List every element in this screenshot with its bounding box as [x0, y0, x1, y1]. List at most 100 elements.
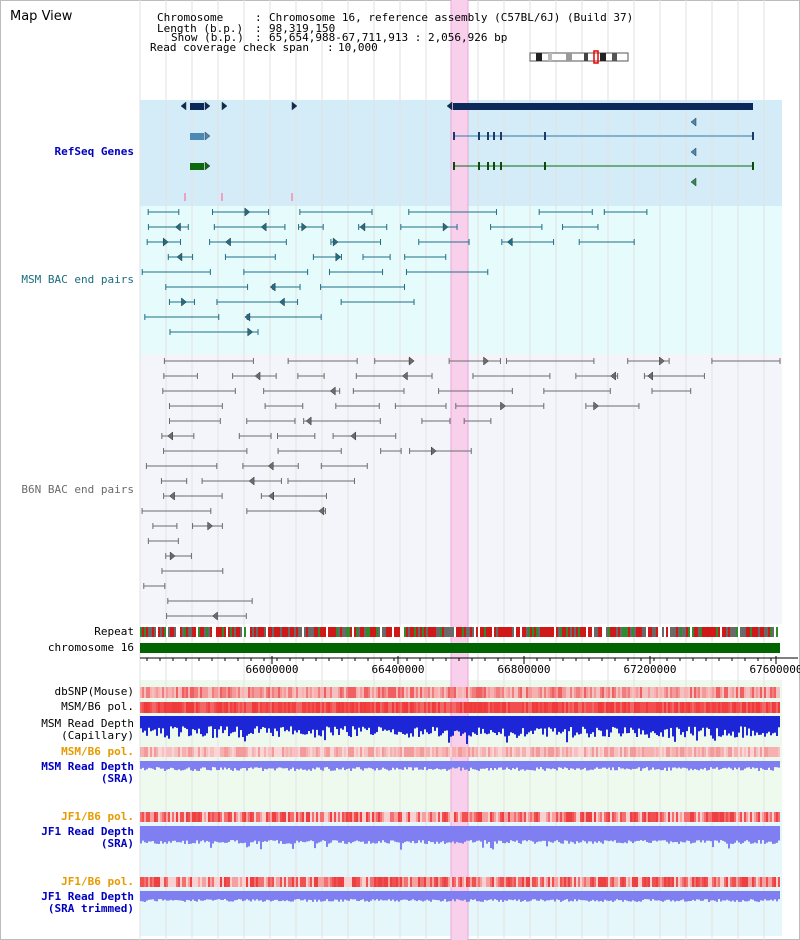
jf1-b6-pol2-heat [292, 877, 294, 887]
jf1-b6-pol-heat [250, 812, 252, 822]
msm-b6-pol2-heat [422, 747, 424, 757]
jf1-b6-pol2-heat [404, 877, 406, 887]
refseq-genes-label[interactable]: RefSeq Genes [54, 145, 134, 158]
jf1-sra-trimmed-depth-bar [466, 891, 468, 902]
jf1-sra-trimmed-depth-bar [646, 891, 648, 900]
dbsnp-heat [238, 687, 240, 698]
jf1-b6-pol2-heat [750, 877, 752, 887]
msm-capillary-depth-bar [442, 716, 444, 734]
dbsnp-heat [356, 687, 358, 698]
msm-b6-pol2-heat [766, 747, 768, 757]
msm-b6-pol2-heat [200, 747, 202, 757]
msm-b6-pol-heat [218, 702, 220, 713]
dbsnp-heat [598, 687, 600, 698]
msm-b6-pol-heat [632, 702, 634, 713]
msm-b6-pol2-heat [368, 747, 370, 757]
jf1-b6-pol-heat [664, 812, 666, 822]
jf1-b6-pol-heat [760, 812, 762, 822]
jf1-sra-trimmed-depth-bar [390, 891, 392, 901]
jf1-sra-depth-bar [458, 826, 460, 843]
msm-sra-depth-bar [404, 761, 406, 768]
jf1-b6-pol2-heat [438, 877, 440, 887]
repeat-segment [160, 627, 162, 637]
jf1-b6-pol2-heat [392, 877, 394, 887]
dbsnp-heat [174, 687, 176, 698]
jf1-sra-depth-bar [602, 826, 604, 844]
jf1-b6-pol-heat [460, 812, 462, 822]
jf1-sra-depth-bar [570, 826, 572, 842]
jf1-sra-trimmed-depth-bar [204, 891, 206, 901]
msm-b6-pol2-heat [380, 747, 382, 757]
jf1-b6-pol2-heat [562, 877, 564, 887]
msm-b6-pol-heat [540, 702, 542, 713]
msm-sra-depth-bar [386, 761, 388, 770]
msm-sra-depth-bar [280, 761, 282, 768]
jf1-b6-pol-heat [258, 812, 260, 822]
msm-b6-pol-heat [464, 702, 466, 713]
msm-b6-pol2-heat [464, 747, 466, 757]
repeat-segment [360, 627, 362, 637]
jf1-b6-pol2-heat [730, 877, 732, 887]
gene-arrow [446, 101, 453, 111]
msm-sra-depth-bar [416, 761, 418, 768]
msm-sra-depth-bar [678, 761, 680, 768]
msm-capillary-depth-bar [232, 716, 234, 733]
jf1-b6-pol-heat [652, 812, 654, 822]
msm-capillary-depth-bar [334, 716, 336, 727]
msm-b6-pol-heat [274, 702, 276, 713]
dbsnp-heat [636, 687, 638, 698]
jf1-b6-pol-heat [152, 812, 154, 822]
dbsnp-heat [176, 687, 178, 698]
dbsnp-heat [548, 687, 550, 698]
jf1-sra-depth-bar [334, 826, 336, 841]
repeat-segment [714, 627, 716, 637]
jf1-b6-pol-heat [172, 812, 174, 822]
repeat-segment [742, 627, 744, 637]
dbsnp-heat [322, 687, 324, 698]
msm-sra-depth-bar [192, 761, 194, 771]
msm-b6-pol2-heat [488, 747, 490, 757]
msm-bac-pair-arrow [175, 222, 181, 232]
repeat-segment [428, 627, 430, 637]
coverage-key: Read coverage check span [150, 41, 309, 54]
dbsnp-heat [218, 687, 220, 698]
msm-sra-depth-bar [648, 761, 650, 771]
jf1-sra-trimmed-depth-bar [528, 891, 530, 902]
msm-sra-depth-bar [366, 761, 368, 769]
msm-b6-pol-heat [648, 702, 650, 713]
msm-sra-depth-bar [700, 761, 702, 769]
jf1-b6-pol2-heat [478, 877, 480, 887]
b6n-bac-label[interactable]: B6N BAC end pairs [21, 483, 134, 496]
msm-b6-pol-heat [412, 702, 414, 713]
jf1-sra-trimmed-depth-bar [392, 891, 394, 900]
jf1-sra-trimmed-depth-bar [680, 891, 682, 901]
dbsnp-heat [776, 687, 778, 698]
jf1-sra-trimmed-depth-bar [684, 891, 686, 902]
jf1-sra-trimmed-depth-bar [464, 891, 466, 900]
repeat-segment [548, 627, 550, 637]
jf1-sra-depth-bar [616, 826, 618, 843]
dbsnp-heat [372, 687, 374, 698]
msm-sra-depth-bar [220, 761, 222, 768]
jf1-sra-trimmed-depth-bar [714, 891, 716, 901]
msm-b6-pol-heat [472, 702, 474, 713]
msm-b6-pol-heat [680, 702, 682, 713]
jf1-sra-depth-bar [472, 826, 474, 843]
msm-b6-pol2-heat [274, 747, 276, 757]
msm-b6-pol2-heat [416, 747, 418, 757]
msm-b6-pol2-heat [706, 747, 708, 757]
repeat-segment [450, 627, 452, 637]
msm-b6-pol-heat [340, 702, 342, 713]
repeat-segment [606, 627, 608, 637]
msm-sra-depth-bar [324, 761, 326, 768]
jf1-sra-trimmed-depth-bar [148, 891, 150, 900]
msm-bac-label[interactable]: MSM BAC end pairs [21, 273, 134, 286]
dbsnp-heat [496, 687, 498, 698]
msm-b6-pol-heat [690, 702, 692, 713]
jf1-sra-trimmed-depth-bar [344, 891, 346, 900]
msm-b6-pol-heat [534, 702, 536, 713]
dbsnp-heat [420, 687, 422, 698]
jf1-b6-pol2-heat [670, 877, 672, 887]
repeat-segment [614, 627, 616, 637]
